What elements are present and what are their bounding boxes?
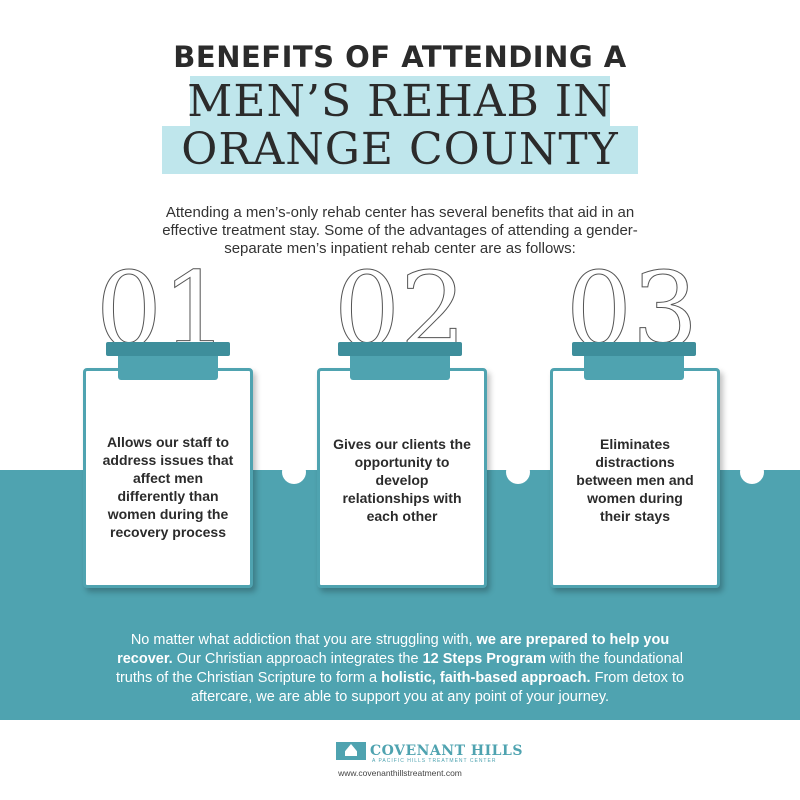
website-url: www.covenanthillstreatment.com (338, 768, 462, 778)
clipboard-clip-bar (572, 342, 696, 356)
benefit-text-3: Eliminates distractions between men and … (576, 436, 694, 524)
title-line-2: MEN’S REHAB IN (187, 76, 613, 127)
title-highlight (190, 76, 610, 126)
decor-dot (282, 460, 306, 484)
benefit-card-3: Eliminates distractions between men and … (550, 368, 720, 588)
benefit-text-1: Allows our staff to address issues that … (102, 434, 234, 540)
covenant-hills-logo: COVENANT HILLS (336, 742, 523, 760)
intro-paragraph: Attending a men’s-only rehab center has … (162, 204, 638, 257)
logo-name: COVENANT HILLS (370, 743, 523, 759)
decor-dot (740, 460, 764, 484)
benefit-card-1: Allows our staff to address issues that … (83, 368, 253, 588)
title-line-1: BENEFITS OF ATTENDING A (173, 40, 627, 74)
clipboard-clip-bar (338, 342, 462, 356)
house-logo-icon (336, 742, 366, 760)
benefit-card-2: Gives our clients the opportunity to dev… (317, 368, 487, 588)
title-highlight (162, 126, 638, 174)
clipboard-clip-bar (106, 342, 230, 356)
decor-dot (506, 460, 530, 484)
logo-tagline: A PACIFIC HILLS TREATMENT CENTER (372, 758, 497, 764)
benefit-text-2: Gives our clients the opportunity to dev… (333, 436, 471, 524)
closing-paragraph: No matter what addiction that you are st… (115, 632, 685, 705)
title-line-3: ORANGE COUNTY (181, 124, 619, 175)
